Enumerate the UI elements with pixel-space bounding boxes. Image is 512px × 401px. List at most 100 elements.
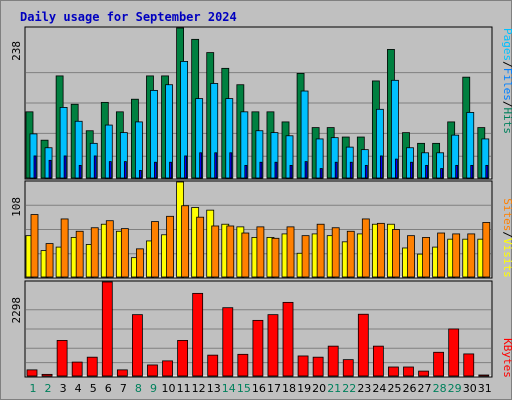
y-max-label: 238 xyxy=(10,41,23,61)
pages-bar-day-12 xyxy=(199,152,203,179)
day-label-24: 24 xyxy=(372,382,386,395)
kbytes-bar-day-17 xyxy=(267,314,279,377)
day-label-15: 15 xyxy=(237,382,251,395)
pages-bar-day-23 xyxy=(364,164,368,179)
day-label-25: 25 xyxy=(387,382,401,395)
day-label-19: 19 xyxy=(297,382,311,395)
legend-separator: / xyxy=(501,101,512,108)
day-label-11: 11 xyxy=(177,382,191,395)
files-bar-day-15 xyxy=(240,111,249,179)
day-label-29: 29 xyxy=(448,382,462,395)
files-bar-day-27 xyxy=(421,152,429,179)
sites-bar-day-23 xyxy=(361,218,370,278)
legend-bottom: KBytes xyxy=(501,338,512,378)
day-label-12: 12 xyxy=(192,382,206,395)
legend-hits: Hits xyxy=(501,108,512,135)
sites-bar-day-30 xyxy=(467,233,476,278)
files-bar-day-3 xyxy=(59,107,68,179)
sites-bar-day-4 xyxy=(75,230,84,278)
sites-bar-day-16 xyxy=(256,226,265,278)
files-bar-day-12 xyxy=(195,98,204,179)
files-bar-day-26 xyxy=(406,147,414,179)
kbytes-bar-day-26 xyxy=(403,366,414,377)
sites-bar-day-9 xyxy=(151,221,159,278)
sites-bar-day-21 xyxy=(331,227,340,278)
pages-bar-day-29 xyxy=(455,164,459,179)
sites-bar-day-28 xyxy=(437,232,446,278)
pages-bar-day-2 xyxy=(48,159,52,179)
sites-bar-day-20 xyxy=(316,223,325,278)
day-label-22: 22 xyxy=(342,382,356,395)
kbytes-bar-day-16 xyxy=(252,319,264,377)
pages-bar-day-26 xyxy=(410,161,413,179)
sites-bar-day-15 xyxy=(241,232,250,278)
legend-top: Pages/Files/Hits xyxy=(501,28,512,134)
sites-bar-day-17 xyxy=(271,237,280,278)
kbytes-bar-day-28 xyxy=(433,351,445,377)
pages-bar-day-27 xyxy=(425,164,428,179)
kbytes-bar-day-24 xyxy=(372,345,384,377)
kbytes-bar-day-22 xyxy=(342,359,354,377)
files-bar-day-13 xyxy=(210,83,219,179)
day-label-14: 14 xyxy=(222,382,236,395)
day-label-31: 31 xyxy=(478,382,492,395)
sites-bar-day-13 xyxy=(211,225,220,278)
sites-bar-day-11 xyxy=(181,205,190,278)
day-label-16: 16 xyxy=(252,382,266,395)
day-label-20: 20 xyxy=(312,382,326,395)
files-bar-day-7 xyxy=(119,132,128,179)
files-bar-day-2 xyxy=(44,147,53,179)
sites-bar-day-10 xyxy=(166,215,174,278)
kbytes-bar-day-13 xyxy=(207,354,219,377)
day-label-7: 7 xyxy=(120,382,127,395)
pages-bar-day-3 xyxy=(63,155,67,179)
files-bar-day-20 xyxy=(315,138,324,179)
kbytes-bar-day-14 xyxy=(222,307,234,377)
pages-bar-day-15 xyxy=(244,164,248,179)
kbytes-bar-day-7 xyxy=(116,369,128,377)
day-label-13: 13 xyxy=(207,382,221,395)
pages-bar-day-19 xyxy=(304,161,308,179)
legend-pages: Pages xyxy=(501,28,512,61)
day-label-23: 23 xyxy=(357,382,371,395)
kbytes-bar-day-29 xyxy=(448,328,460,377)
files-bar-day-4 xyxy=(74,120,83,179)
pages-bar-day-28 xyxy=(440,168,444,179)
pages-bar-day-25 xyxy=(395,158,398,179)
kbytes-bar-day-15 xyxy=(237,353,249,377)
sites-bar-day-26 xyxy=(407,235,415,278)
pages-bar-day-20 xyxy=(319,168,323,179)
sites-bar-day-12 xyxy=(196,216,205,278)
kbytes-bar-day-6 xyxy=(101,281,113,377)
kbytes-bar-day-1 xyxy=(26,369,38,377)
files-bar-day-10 xyxy=(165,84,173,179)
files-bar-day-9 xyxy=(150,89,158,179)
pages-bar-day-7 xyxy=(123,161,127,179)
kbytes-bar-day-8 xyxy=(132,314,143,377)
day-label-21: 21 xyxy=(327,382,341,395)
pages-bar-day-1 xyxy=(33,155,37,179)
files-bar-day-11 xyxy=(180,61,189,179)
files-bar-day-28 xyxy=(436,152,445,179)
legend-separator: / xyxy=(501,61,512,68)
files-bar-day-16 xyxy=(255,130,264,179)
y-max-label: 108 xyxy=(10,197,23,217)
day-label-17: 17 xyxy=(267,382,281,395)
sites-bar-day-25 xyxy=(392,229,400,278)
files-bar-day-5 xyxy=(89,142,98,179)
day-label-18: 18 xyxy=(282,382,296,395)
pages-bar-day-11 xyxy=(184,155,188,179)
sites-bar-day-6 xyxy=(105,220,114,278)
day-label-28: 28 xyxy=(433,382,447,395)
day-label-1: 1 xyxy=(30,382,37,395)
day-label-2: 2 xyxy=(45,382,52,395)
files-bar-day-24 xyxy=(375,108,384,179)
pages-bar-day-24 xyxy=(379,155,383,179)
pages-bar-day-30 xyxy=(470,164,474,179)
day-label-10: 10 xyxy=(162,382,176,395)
sites-bar-day-19 xyxy=(301,235,310,278)
legend-visits: Visits xyxy=(501,238,512,278)
kbytes-bar-day-11 xyxy=(177,340,189,377)
